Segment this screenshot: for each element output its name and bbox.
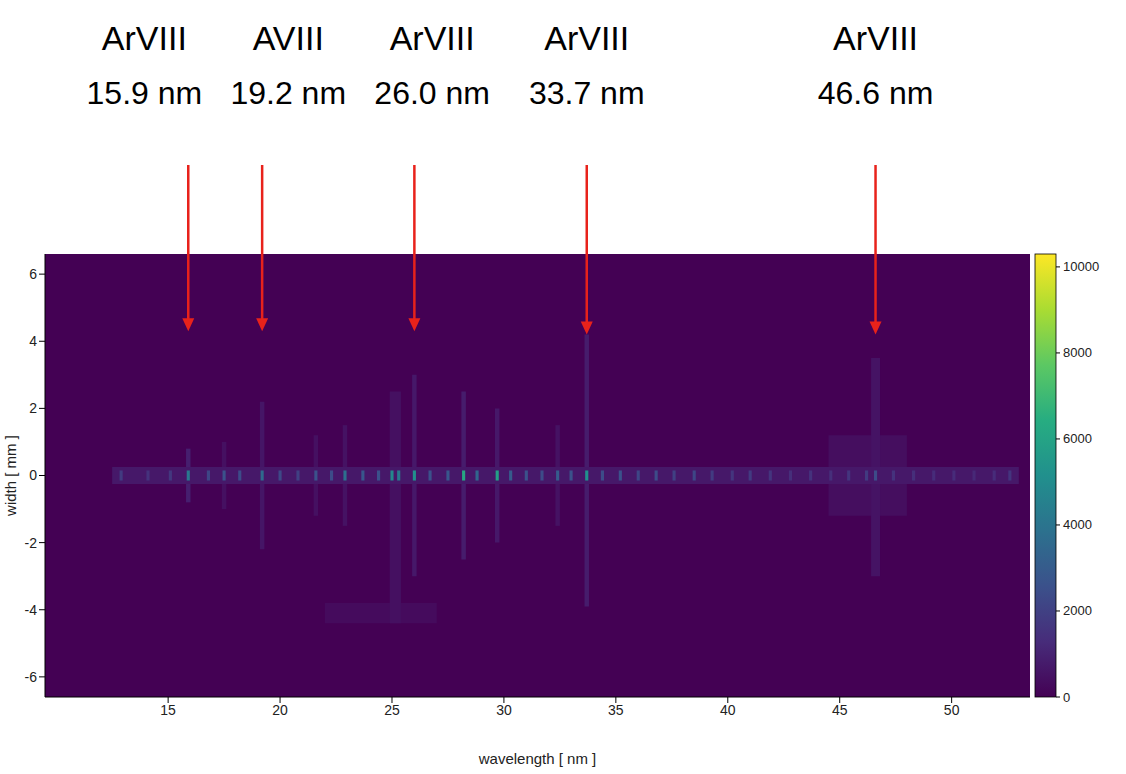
svg-text:-2: -2 bbox=[25, 535, 38, 551]
svg-text:10000: 10000 bbox=[1063, 259, 1099, 274]
svg-text:ArVIII: ArVIII bbox=[544, 19, 629, 57]
svg-text:2: 2 bbox=[29, 400, 37, 416]
svg-text:ArVIII: ArVIII bbox=[833, 19, 918, 57]
svg-text:6000: 6000 bbox=[1063, 431, 1092, 446]
svg-text:33.7 nm: 33.7 nm bbox=[529, 75, 645, 111]
svg-text:AVIII: AVIII bbox=[253, 19, 324, 57]
svg-text:4000: 4000 bbox=[1063, 517, 1092, 532]
svg-text:0: 0 bbox=[29, 467, 37, 483]
svg-text:ArVIII: ArVIII bbox=[390, 19, 475, 57]
svg-text:4: 4 bbox=[29, 333, 37, 349]
svg-text:ArVIII: ArVIII bbox=[102, 19, 187, 57]
svg-text:26.0 nm: 26.0 nm bbox=[374, 75, 490, 111]
svg-text:-6: -6 bbox=[25, 669, 38, 685]
svg-text:45: 45 bbox=[832, 702, 848, 718]
svg-text:25: 25 bbox=[384, 702, 400, 718]
svg-text:40: 40 bbox=[720, 702, 736, 718]
svg-text:35: 35 bbox=[608, 702, 624, 718]
svg-text:20: 20 bbox=[272, 702, 288, 718]
svg-text:50: 50 bbox=[944, 702, 960, 718]
svg-text:15: 15 bbox=[160, 702, 176, 718]
svg-text:6: 6 bbox=[29, 266, 37, 282]
svg-text:wavelength [ nm ]: wavelength [ nm ] bbox=[478, 750, 597, 767]
svg-text:0: 0 bbox=[1063, 690, 1070, 705]
svg-text:2000: 2000 bbox=[1063, 603, 1092, 618]
svg-text:-4: -4 bbox=[25, 602, 38, 618]
svg-text:30: 30 bbox=[496, 702, 512, 718]
svg-text:46.6 nm: 46.6 nm bbox=[818, 75, 934, 111]
svg-text:width [ mm ]: width [ mm ] bbox=[2, 435, 19, 517]
svg-text:8000: 8000 bbox=[1063, 345, 1092, 360]
svg-text:19.2 nm: 19.2 nm bbox=[230, 75, 346, 111]
svg-text:15.9 nm: 15.9 nm bbox=[87, 75, 203, 111]
